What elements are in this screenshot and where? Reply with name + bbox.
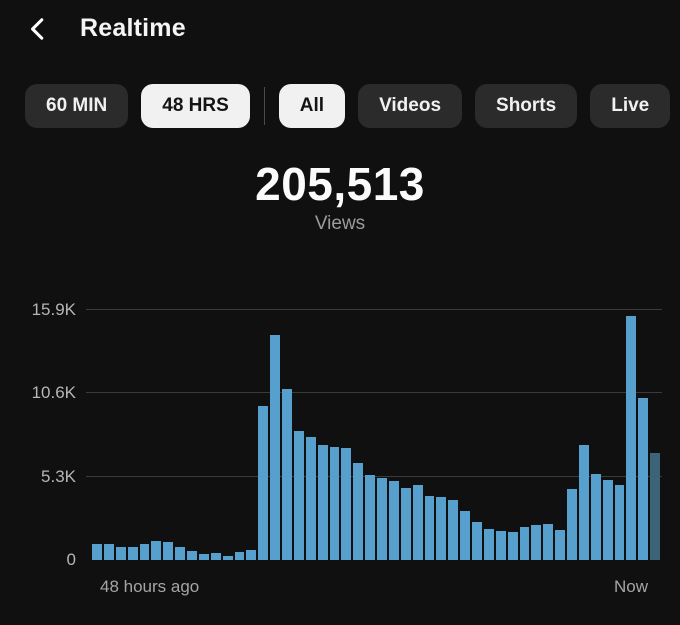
y-tick-15.9k: 15.9K [31, 300, 76, 319]
chart-bar[interactable] [590, 473, 601, 560]
chip-60-min[interactable]: 60 MIN [25, 84, 129, 128]
chart-bar[interactable] [638, 398, 649, 560]
chart-bar[interactable] [578, 445, 589, 560]
chart-bar[interactable] [614, 484, 625, 560]
filter-group-divider [263, 87, 265, 125]
chart-bar[interactable] [531, 525, 542, 560]
gridline-10.6k [86, 392, 662, 394]
chart-bar[interactable] [602, 479, 613, 560]
chart-bar-current[interactable] [650, 453, 660, 560]
time-range-filter-group: 60 MIN 48 HRS [25, 84, 250, 128]
chart-bar[interactable] [163, 541, 174, 560]
chart-bar[interactable] [270, 335, 280, 560]
chart-bar[interactable] [115, 547, 126, 560]
chart-bar[interactable] [139, 544, 150, 560]
realtime-views-chart: 15.9K 10.6K 5.3K 0 48 hours ago Now [32, 300, 662, 598]
bar-series [92, 310, 660, 560]
chart-bar[interactable] [472, 522, 482, 560]
chart-bar[interactable] [305, 437, 316, 560]
chart-bar[interactable] [210, 553, 221, 560]
chart-bar[interactable] [293, 431, 304, 560]
summary: 205,513 Views [0, 158, 680, 237]
y-tick-0: 0 [66, 550, 76, 569]
chip-48-hrs[interactable]: 48 HRS [141, 84, 250, 128]
chart-bar[interactable] [412, 484, 423, 560]
chart-bar[interactable] [222, 555, 233, 560]
chart-bar[interactable] [436, 497, 447, 560]
chart-bar[interactable] [460, 511, 470, 560]
chip-all[interactable]: All [278, 84, 346, 128]
content-type-filter-group: All Videos Shorts Live [278, 84, 671, 128]
chart-bar[interactable] [495, 530, 506, 560]
y-tick-10.6k: 10.6K [31, 383, 76, 403]
chart-bar[interactable] [187, 551, 197, 560]
chart-bar[interactable] [519, 526, 530, 560]
x-axis-labels: 48 hours ago Now [90, 576, 662, 598]
chevron-left-icon [31, 17, 44, 40]
chart-bar[interactable] [151, 541, 162, 560]
page-title: Realtime [80, 14, 186, 42]
filter-bar: 60 MIN 48 HRS All Videos Shorts Live [0, 84, 680, 128]
chart-bar[interactable] [365, 475, 375, 560]
views-count: 205,513 [255, 158, 425, 210]
chart-bar[interactable] [103, 543, 114, 560]
chart-bar[interactable] [92, 544, 102, 560]
y-tick-5.3k: 5.3K [41, 466, 76, 486]
chart-bar[interactable] [258, 405, 269, 560]
chart-bar[interactable] [246, 550, 257, 560]
chart-bar[interactable] [567, 489, 577, 560]
gridline-15.9k [86, 309, 662, 310]
x-axis-label-start: 48 hours ago [100, 577, 200, 596]
views-count-label: Views [314, 213, 366, 234]
chart-bar[interactable] [400, 487, 411, 560]
chart-bar[interactable] [388, 481, 399, 560]
chart-bar[interactable] [127, 546, 138, 560]
header: Realtime [0, 0, 680, 43]
chart-bar[interactable] [234, 552, 245, 560]
chart-bar[interactable] [626, 316, 637, 560]
back-button[interactable] [24, 15, 52, 43]
chip-live[interactable]: Live [590, 84, 671, 128]
chart-bar[interactable] [377, 478, 387, 560]
x-axis-label-end: Now [613, 577, 648, 596]
chart-bar[interactable] [353, 462, 364, 560]
chart-bar[interactable] [329, 446, 340, 560]
chip-videos[interactable]: Videos [358, 84, 463, 128]
chart-bar[interactable] [198, 553, 209, 560]
chart-bar[interactable] [507, 531, 518, 560]
chart-bar[interactable] [424, 495, 435, 560]
chart-bar[interactable] [543, 523, 554, 560]
chart-bar[interactable] [341, 448, 352, 560]
chip-shorts[interactable]: Shorts [475, 84, 578, 128]
chart-bar[interactable] [555, 530, 565, 560]
chart-plot-area: 15.9K 10.6K 5.3K 0 [32, 300, 662, 569]
chart-bar[interactable] [282, 388, 292, 560]
chart-bar[interactable] [175, 547, 185, 560]
chart-bar[interactable] [317, 445, 328, 560]
chart-bar[interactable] [448, 500, 459, 560]
chart-bar[interactable] [483, 528, 494, 560]
